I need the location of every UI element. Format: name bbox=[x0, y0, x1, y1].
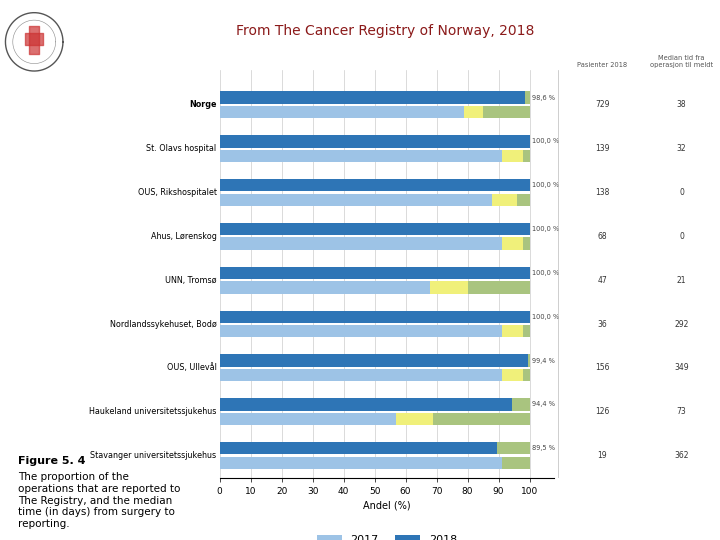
Text: 100,0 %: 100,0 % bbox=[532, 138, 559, 144]
Legend: 2017, 2018: 2017, 2018 bbox=[312, 530, 462, 540]
Bar bbox=[464, 106, 483, 118]
Text: Pasienter 2018: Pasienter 2018 bbox=[577, 62, 627, 68]
Text: 126: 126 bbox=[595, 407, 610, 416]
Bar bbox=[526, 91, 530, 104]
Text: 89,5 %: 89,5 % bbox=[532, 446, 555, 451]
Bar bbox=[492, 194, 517, 206]
Bar bbox=[528, 354, 530, 367]
Text: Figure 5. 4: Figure 5. 4 bbox=[18, 456, 86, 467]
Text: 100,0 %: 100,0 % bbox=[532, 314, 559, 320]
Text: 100,0 %: 100,0 % bbox=[532, 183, 559, 188]
Text: 38: 38 bbox=[677, 100, 686, 109]
Text: 362: 362 bbox=[675, 451, 689, 460]
Bar bbox=[502, 369, 523, 381]
Text: 349: 349 bbox=[674, 363, 689, 373]
Bar bbox=[220, 281, 431, 294]
Bar bbox=[523, 238, 530, 249]
Text: 73: 73 bbox=[677, 407, 686, 416]
Bar bbox=[220, 238, 502, 249]
Bar bbox=[523, 369, 530, 381]
Text: 21: 21 bbox=[677, 276, 686, 285]
Text: Norge: Norge bbox=[189, 100, 217, 109]
Text: 292: 292 bbox=[675, 320, 689, 328]
Bar bbox=[220, 310, 530, 323]
Text: St. Olavs hospital: St. Olavs hospital bbox=[146, 144, 217, 153]
Text: 156: 156 bbox=[595, 363, 610, 373]
Text: 32: 32 bbox=[677, 144, 686, 153]
Text: Stavanger universitetssjukehus: Stavanger universitetssjukehus bbox=[91, 451, 217, 460]
Bar bbox=[220, 399, 512, 410]
Bar bbox=[433, 413, 530, 425]
Bar bbox=[483, 106, 530, 118]
Bar bbox=[220, 369, 502, 381]
Bar bbox=[220, 325, 502, 338]
Bar bbox=[396, 413, 433, 425]
Bar bbox=[512, 399, 530, 410]
X-axis label: Andel (%): Andel (%) bbox=[363, 500, 411, 510]
Text: 100,0 %: 100,0 % bbox=[532, 270, 559, 276]
Text: Ahus, Lørenskog: Ahus, Lørenskog bbox=[150, 232, 217, 241]
Bar bbox=[220, 91, 526, 104]
Bar bbox=[220, 136, 530, 147]
Bar bbox=[502, 150, 523, 162]
Bar bbox=[523, 325, 530, 338]
Text: 100,0 %: 100,0 % bbox=[532, 226, 559, 232]
Text: The proportion of the
operations that are reported to
The Registry, and the medi: The proportion of the operations that ar… bbox=[18, 472, 181, 529]
Bar bbox=[517, 194, 530, 206]
Text: 139: 139 bbox=[595, 144, 610, 153]
Bar bbox=[431, 281, 467, 294]
Text: OUS, Ullevål: OUS, Ullevål bbox=[166, 363, 217, 373]
Bar bbox=[220, 179, 530, 191]
Text: 0: 0 bbox=[679, 188, 684, 197]
Bar bbox=[220, 457, 502, 469]
Bar bbox=[220, 150, 502, 162]
Bar bbox=[220, 413, 396, 425]
Bar bbox=[502, 325, 523, 338]
Text: 47: 47 bbox=[598, 276, 607, 285]
Text: Median tid fra
operasjon til meldt: Median tid fra operasjon til meldt bbox=[650, 55, 713, 68]
Bar bbox=[502, 238, 523, 249]
Text: 98,6 %: 98,6 % bbox=[532, 94, 555, 100]
Text: OUS, Rikshospitalet: OUS, Rikshospitalet bbox=[138, 188, 217, 197]
Bar bbox=[502, 457, 530, 469]
Text: 68: 68 bbox=[598, 232, 607, 241]
Text: 36: 36 bbox=[598, 320, 607, 328]
Bar bbox=[220, 442, 497, 455]
Bar bbox=[497, 442, 530, 455]
Text: 729: 729 bbox=[595, 100, 610, 109]
Bar bbox=[220, 223, 530, 235]
Text: From The Cancer Registry of Norway, 2018: From The Cancer Registry of Norway, 2018 bbox=[236, 24, 534, 38]
Text: 0: 0 bbox=[679, 232, 684, 241]
Text: 138: 138 bbox=[595, 188, 610, 197]
Text: Haukeland universitetssjukehus: Haukeland universitetssjukehus bbox=[89, 407, 217, 416]
Bar bbox=[467, 281, 530, 294]
Text: 99,4 %: 99,4 % bbox=[532, 357, 555, 363]
Text: Nordlandssykehuset, Bodø: Nordlandssykehuset, Bodø bbox=[109, 320, 217, 328]
Text: UNN, Tromsø: UNN, Tromsø bbox=[165, 276, 217, 285]
Bar bbox=[220, 194, 492, 206]
Bar bbox=[220, 267, 530, 279]
Bar bbox=[523, 150, 530, 162]
Bar bbox=[220, 106, 464, 118]
Bar bbox=[220, 354, 528, 367]
Text: 94,4 %: 94,4 % bbox=[532, 401, 555, 408]
Text: 19: 19 bbox=[598, 451, 607, 460]
